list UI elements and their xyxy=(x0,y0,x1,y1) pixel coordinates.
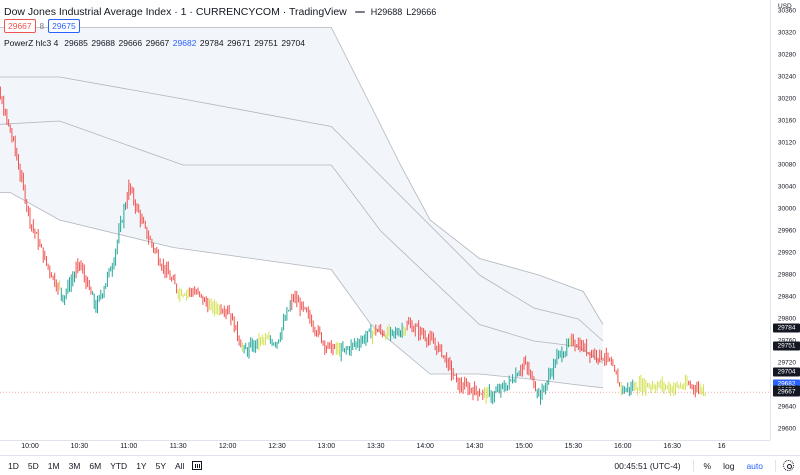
price-label: 29751 xyxy=(773,341,800,351)
price-tick: 30160 xyxy=(777,117,796,125)
time-tick: 14:00 xyxy=(416,443,434,450)
trade-buttons: 29667 8 29675 xyxy=(4,19,80,33)
band-line-band2 xyxy=(0,76,604,342)
price-label: 29667 xyxy=(773,387,800,397)
time-tick: 13:30 xyxy=(367,443,385,450)
time-tick: 15:30 xyxy=(564,443,583,450)
time-tick: 13:00 xyxy=(317,443,336,450)
calendar-icon[interactable] xyxy=(192,461,203,470)
settings-gear-icon[interactable] xyxy=(783,460,794,471)
buy-button[interactable]: 29675 xyxy=(48,19,80,33)
band-line-band3 xyxy=(0,120,604,364)
price-tick: 30120 xyxy=(777,139,796,147)
price-tick: 30200 xyxy=(777,95,796,103)
indicator-value: 29666 xyxy=(118,38,143,48)
indicator-value: 29688 xyxy=(91,38,115,48)
range-button-5d[interactable]: 5D xyxy=(27,460,39,471)
price-tick: 30360 xyxy=(777,7,796,15)
indicator-name[interactable]: PowerZ hlc3 4 xyxy=(4,38,59,48)
range-button-6m[interactable]: 6M xyxy=(89,460,102,471)
high-value: H29688 xyxy=(370,7,403,17)
sell-button[interactable]: 29667 xyxy=(4,19,36,33)
spread-value: 8 xyxy=(39,21,45,31)
indicator-legend[interactable]: PowerZ hlc3 4 29685 29688 29666 29667 29682 2… xyxy=(4,38,308,48)
indicator-value: 29682 xyxy=(172,38,197,48)
price-tick: 30280 xyxy=(777,51,796,59)
divider xyxy=(692,460,694,472)
range-button-all[interactable]: All xyxy=(175,460,185,471)
price-tick: 29600 xyxy=(777,425,796,433)
price-tick: 29760 xyxy=(778,338,796,345)
time-tick: 12:00 xyxy=(218,443,237,450)
low-value: L29666 xyxy=(406,7,437,17)
range-button-1d[interactable]: 1D xyxy=(8,460,19,471)
time-axis[interactable]: 10:00 10:30 11:00 11:30 12:00 12:30 13:00 13:30… xyxy=(0,440,770,453)
clock[interactable]: 00:45:51 (UTC-4) xyxy=(614,461,681,471)
time-tick: 16:00 xyxy=(614,443,632,450)
range-button-1y[interactable]: 1Y xyxy=(136,460,147,471)
price-label: 29784 xyxy=(773,323,800,333)
price-label: 29682 xyxy=(773,379,800,389)
time-tick: 11:00 xyxy=(120,443,138,450)
price-tick: 29880 xyxy=(777,271,796,279)
auto-toggle[interactable]: auto xyxy=(746,461,763,471)
price-tick: 30240 xyxy=(777,73,796,81)
time-tick: 10:00 xyxy=(21,443,39,450)
time-tick: 10:30 xyxy=(70,443,89,450)
price-tick: 30040 xyxy=(777,183,796,191)
range-button-1m[interactable]: 1M xyxy=(47,460,60,471)
range-button-ytd[interactable]: YTD xyxy=(110,460,128,471)
band-fill xyxy=(0,27,603,388)
time-tick: 14:30 xyxy=(465,443,484,450)
price-tick: 29960 xyxy=(777,227,796,235)
time-tick: 12:30 xyxy=(268,443,286,450)
price-tick: 29920 xyxy=(777,249,796,257)
band-line-upper xyxy=(0,27,604,325)
range-button-5y[interactable]: 5Y xyxy=(155,460,166,471)
percent-toggle[interactable]: % xyxy=(703,461,712,471)
price-tick: 30080 xyxy=(777,161,796,169)
log-toggle[interactable]: log xyxy=(723,461,735,471)
price-tick: 30000 xyxy=(777,205,796,213)
range-button-3m[interactable]: 3M xyxy=(68,460,81,471)
range-selector: 1D 5D 1M 3M 6M YTD 1Y 5Y All xyxy=(0,461,184,471)
indicator-value: 29671 xyxy=(227,38,251,48)
price-tick: 29800 xyxy=(777,315,796,323)
price-label: 29704 xyxy=(773,367,800,377)
time-tick: 16 xyxy=(717,443,726,450)
divider xyxy=(775,460,776,472)
price-chart[interactable] xyxy=(0,0,770,440)
indicator-value: 29685 xyxy=(64,38,88,48)
currency-label[interactable]: USD xyxy=(778,3,792,10)
indicator-value: 29751 xyxy=(254,38,278,48)
indicator-value: 29784 xyxy=(199,38,224,48)
price-axis[interactable]: USD 30360 30320 30280 30240 30200 30160 30120 3… xyxy=(770,0,800,440)
indicator-value: 29667 xyxy=(145,38,170,48)
price-tick: 29720 xyxy=(777,359,796,367)
chart-header: Dow Jones Industrial Average Index · 1 ·… xyxy=(4,5,440,19)
bottom-toolbar: 1D 5D 1M 3M 6M YTD 1Y 5Y All 00:45:51 (UTC-4) % … xyxy=(0,455,800,475)
price-tick: 29640 xyxy=(777,403,796,411)
time-tick: 11:30 xyxy=(169,443,187,450)
price-tick: 30320 xyxy=(777,29,796,37)
indicator-value: 29704 xyxy=(281,38,305,48)
collapse-icon[interactable] xyxy=(354,11,365,13)
price-tick: 29840 xyxy=(777,293,796,301)
time-tick: 15:00 xyxy=(515,443,533,450)
time-tick: 16:30 xyxy=(663,443,681,450)
chart-title: Dow Jones Industrial Average Index · 1 ·… xyxy=(4,6,347,18)
